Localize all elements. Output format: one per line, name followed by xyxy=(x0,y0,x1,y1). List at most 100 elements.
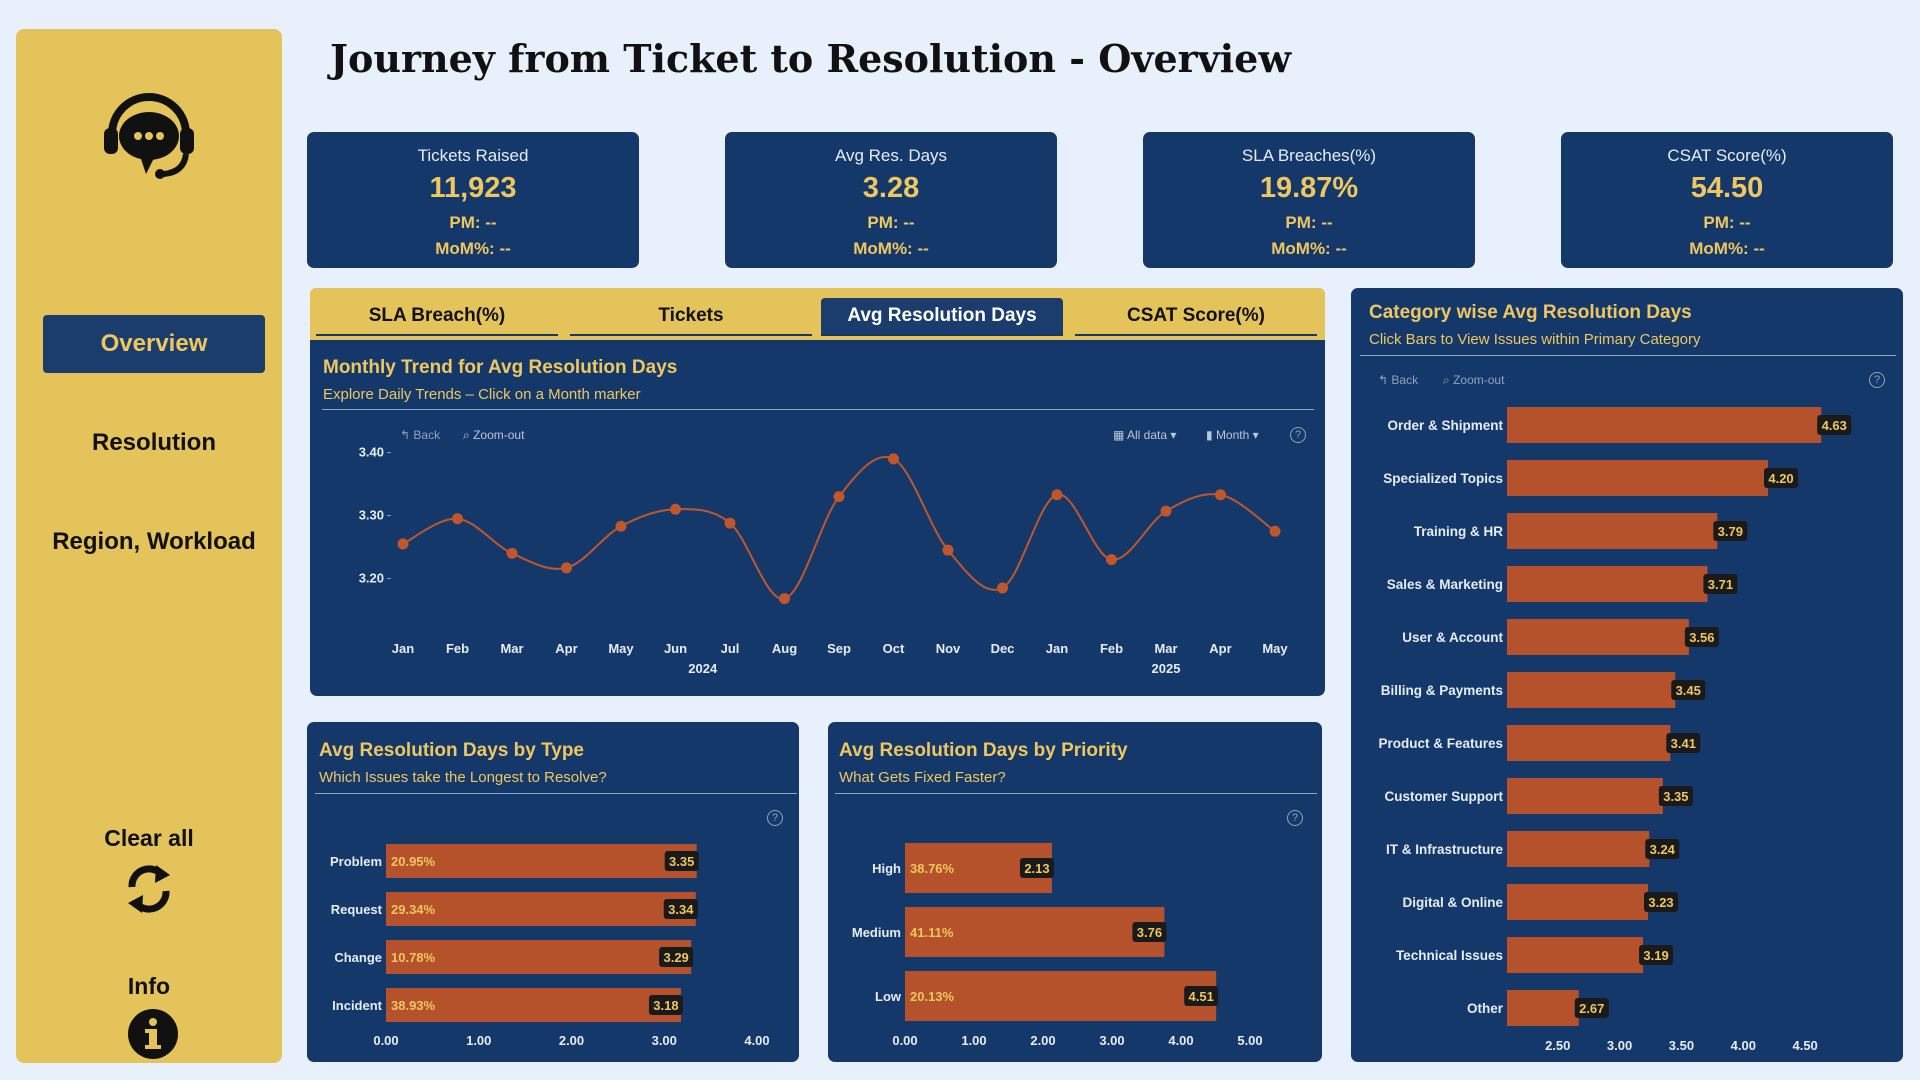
x-tick-label: 3.50 xyxy=(1669,1038,1694,1053)
x-tick-label: 4.50 xyxy=(1792,1038,1817,1053)
tab-sla-breach[interactable]: SLA Breach(%) xyxy=(316,298,558,336)
tab-tickets[interactable]: Tickets xyxy=(570,298,812,336)
month-marker xyxy=(779,593,790,605)
divider xyxy=(315,793,797,794)
kpi-mom: MoM%: -- xyxy=(1271,239,1347,258)
x-tick-label: Aug xyxy=(772,641,797,656)
bar xyxy=(905,907,1165,957)
trend-title: Monthly Trend for Avg Resolution Days xyxy=(323,357,678,378)
help-icon[interactable]: ? xyxy=(1290,427,1306,443)
tab-label: SLA Breach(%) xyxy=(368,305,506,326)
value-label: 3.71 xyxy=(1708,577,1733,592)
bar xyxy=(1507,884,1649,920)
month-marker xyxy=(670,503,681,515)
kpi-value: 11,923 xyxy=(429,172,517,204)
kpi-pm: PM: -- xyxy=(449,213,497,232)
month-marker xyxy=(397,538,409,550)
value-label-bg xyxy=(1184,986,1219,1006)
value-label: 4.20 xyxy=(1768,471,1793,486)
kpi-label: Tickets Raised xyxy=(417,146,529,165)
back-button[interactable]: ↰ Back xyxy=(1378,373,1419,387)
by-type-subtitle: Which Issues take the Longest to Resolve… xyxy=(319,769,607,786)
category-label: Change xyxy=(334,950,382,965)
x-tick-label: Mar xyxy=(1154,641,1177,656)
tab-label: Avg Resolution Days xyxy=(847,305,1037,326)
value-label-bg xyxy=(659,947,694,967)
category-label: User & Account xyxy=(1402,630,1503,645)
back-label: Back xyxy=(413,428,441,442)
info-icon[interactable] xyxy=(128,1009,178,1059)
tab-csat-score[interactable]: CSAT Score(%) xyxy=(1075,298,1317,336)
x-tick-label: Dec xyxy=(991,641,1015,656)
month-dropdown[interactable]: ▮ Month ▾ xyxy=(1206,428,1259,442)
bar xyxy=(386,892,696,926)
x-tick-label: 4.00 xyxy=(744,1033,769,1048)
value-label-bg xyxy=(1764,468,1799,488)
month-marker xyxy=(997,582,1008,594)
nav-region-workload-label: Region, Workload xyxy=(52,528,256,555)
category-title: Category wise Avg Resolution Days xyxy=(1369,302,1692,323)
kpi-mom: MoM%: -- xyxy=(853,239,929,258)
zoom-out-label: Zoom-out xyxy=(473,428,525,442)
all-data-dropdown[interactable]: ▦ All data ▾ xyxy=(1113,428,1177,442)
y-tick-label: 3.40 xyxy=(359,445,384,460)
help-icon[interactable]: ? xyxy=(1869,372,1885,388)
divider xyxy=(835,793,1317,794)
bar xyxy=(386,844,697,878)
bar xyxy=(905,971,1217,1021)
refresh-icon[interactable] xyxy=(122,859,176,919)
by-priority-title: Avg Resolution Days by Priority xyxy=(839,740,1128,761)
category-label: IT & Infrastructure xyxy=(1386,842,1504,857)
x-tick-label: 4.00 xyxy=(1731,1038,1756,1053)
value-label-bg xyxy=(1574,998,1609,1018)
value-label-bg xyxy=(1019,858,1054,878)
series-line xyxy=(402,456,1276,600)
help-icon[interactable]: ? xyxy=(767,810,783,826)
value-label-bg xyxy=(1713,521,1748,541)
bar xyxy=(386,940,692,974)
value-label: 3.56 xyxy=(1689,630,1714,645)
share-label: 20.95% xyxy=(391,854,436,869)
month-marker xyxy=(615,520,627,532)
back-button[interactable]: ↰ Back xyxy=(400,428,441,442)
help-icon[interactable]: ? xyxy=(1287,810,1303,826)
x-tick-label: 1.00 xyxy=(961,1033,986,1048)
nav-region-workload[interactable]: Region, Workload xyxy=(43,513,265,571)
zoom-out-button[interactable]: ⌕ Zoom-out xyxy=(1443,373,1505,387)
month-marker xyxy=(506,547,518,559)
category-label: Request xyxy=(331,902,383,917)
value-label: 2.67 xyxy=(1579,1001,1604,1016)
value-label: 3.35 xyxy=(669,854,694,869)
bar xyxy=(1507,513,1718,549)
by-type-bar-chart: Problem 20.95% 3.35 Request 29.34% 3.34 Change… xyxy=(330,844,770,1048)
category-label: High xyxy=(872,861,901,876)
category-subtitle: Click Bars to View Issues within Primary… xyxy=(1369,331,1701,348)
kpi-value: 3.28 xyxy=(862,172,920,204)
kpi-card-csat-score: CSAT Score(%) 54.50 PM: -- MoM%: -- xyxy=(1561,132,1893,268)
x-tick-label: 5.00 xyxy=(1237,1033,1262,1048)
x-tick-label: Nov xyxy=(936,641,961,656)
category-label: Training & HR xyxy=(1414,524,1504,539)
zoom-out-button[interactable]: ⌕ Zoom-out xyxy=(463,428,525,442)
nav-resolution[interactable]: Resolution xyxy=(43,414,265,472)
value-label-bg xyxy=(664,851,699,871)
all-data-label: All data xyxy=(1127,428,1168,442)
category-label: Digital & Online xyxy=(1402,895,1503,910)
x-tick-label: May xyxy=(608,641,634,656)
tab-avg-resolution-days[interactable]: Avg Resolution Days xyxy=(821,298,1063,336)
value-label-bg xyxy=(1684,627,1719,647)
tab-label: Tickets xyxy=(658,305,724,326)
x-tick-label: Jan xyxy=(392,641,414,656)
trend-panel xyxy=(310,288,1325,696)
x-tick-label: 0.00 xyxy=(373,1033,398,1048)
nav-overview[interactable]: Overview xyxy=(43,315,265,373)
category-label: Low xyxy=(875,989,902,1004)
value-label-bg xyxy=(1132,922,1167,942)
month-marker xyxy=(452,513,463,525)
value-label: 3.19 xyxy=(1643,948,1668,963)
trend-line-chart: 3.20 3.30 3.40 Jan Feb Mar Apr May Jun Jul Aug Sep O… xyxy=(359,445,1289,676)
kpi-pm: PM: -- xyxy=(1703,213,1751,232)
value-label-bg xyxy=(1817,415,1852,435)
category-label: Product & Features xyxy=(1378,736,1503,751)
value-label-bg xyxy=(1666,733,1701,753)
